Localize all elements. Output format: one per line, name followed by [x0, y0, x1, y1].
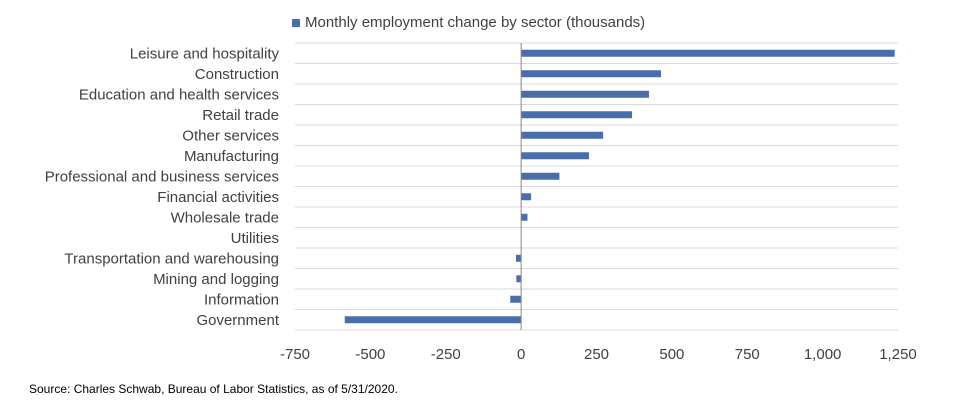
- legend: Monthly employment change by sector (tho…: [292, 14, 645, 31]
- bar-information: [510, 295, 522, 303]
- category-label: Transportation and warehousing: [64, 250, 279, 267]
- legend-swatch: [292, 18, 300, 27]
- bar-leisure-and-hospitality: [521, 49, 895, 57]
- category-label: Retail trade: [202, 107, 279, 124]
- x-tick-label: -500: [355, 346, 385, 363]
- bar-transportation-and-warehousing: [515, 254, 522, 262]
- legend-label: Monthly employment change by sector (tho…: [305, 14, 646, 31]
- x-tick-label: 500: [659, 346, 684, 363]
- category-label: Information: [204, 291, 279, 308]
- category-label: Wholesale trade: [171, 209, 279, 226]
- gridlines: [295, 42, 898, 331]
- category-label: Education and health services: [79, 86, 279, 103]
- category-labels: Leisure and hospitality Construction Educa…: [45, 45, 280, 329]
- category-label: Utilities: [231, 230, 279, 247]
- x-tick-labels: -750 -500 -250 0 250 500 750 1,000 1,250: [280, 346, 917, 363]
- bar-education-and-health-services: [521, 90, 649, 98]
- bar-government: [344, 316, 522, 324]
- category-label: Mining and logging: [153, 271, 279, 288]
- bar-mining-and-logging: [516, 275, 522, 283]
- x-tick-label: 0: [517, 346, 525, 363]
- bar-professional-and-business-services: [521, 172, 560, 180]
- bar-construction: [521, 70, 662, 78]
- x-tick-label: -250: [431, 346, 461, 363]
- bar-retail-trade: [521, 111, 633, 119]
- x-tick-label: 250: [584, 346, 609, 363]
- bar-financial-activities: [521, 193, 532, 201]
- source-note: Source: Charles Schwab, Bureau of Labor …: [29, 382, 398, 396]
- category-label: Other services: [182, 127, 279, 144]
- category-label: Leisure and hospitality: [130, 45, 280, 62]
- bar-other-services: [521, 131, 604, 139]
- bar-wholesale-trade: [521, 213, 528, 221]
- category-label: Manufacturing: [184, 148, 279, 165]
- x-tick-label: 750: [735, 346, 760, 363]
- category-label: Professional and business services: [45, 168, 279, 185]
- x-tick-label: 1,250: [879, 346, 917, 363]
- bars: [344, 49, 895, 324]
- category-label: Financial activities: [157, 189, 279, 206]
- x-tick-label: 1,000: [804, 346, 842, 363]
- category-label: Government: [196, 312, 279, 329]
- bar-manufacturing: [521, 152, 589, 160]
- x-tick-label: -750: [280, 346, 310, 363]
- category-label: Construction: [195, 66, 279, 83]
